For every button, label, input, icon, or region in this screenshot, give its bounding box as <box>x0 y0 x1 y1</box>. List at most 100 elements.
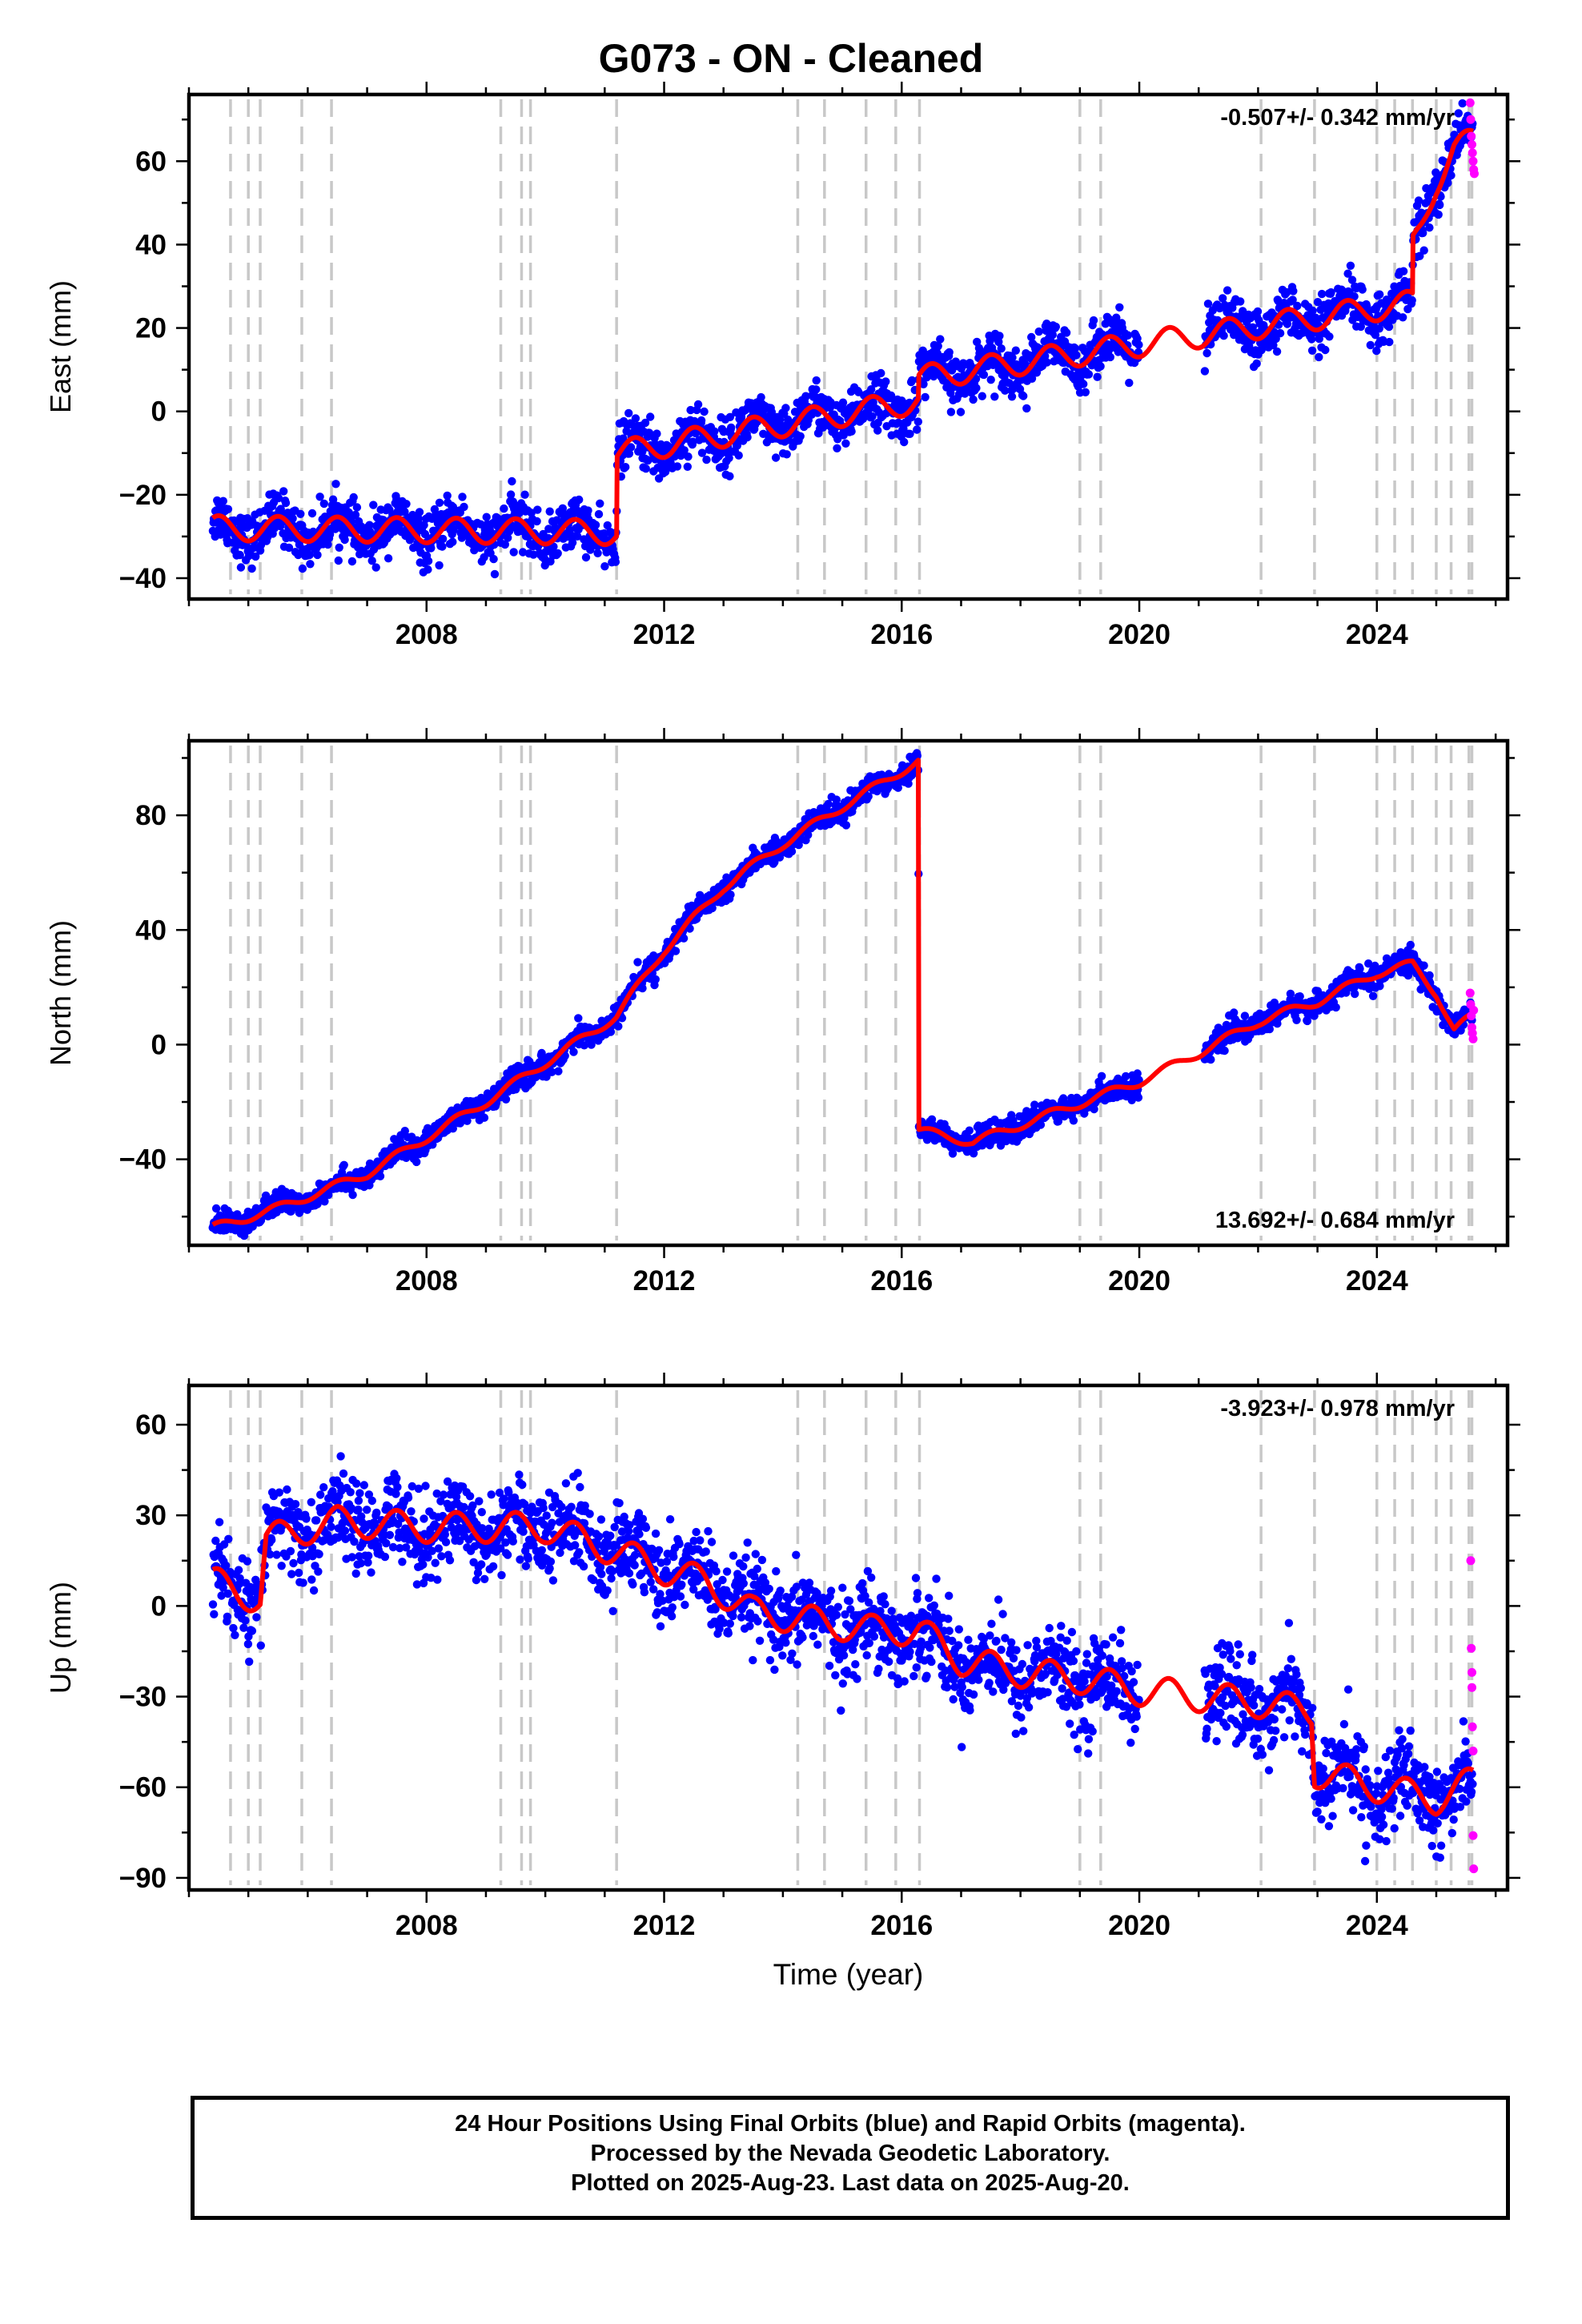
final-orbit-point <box>1051 322 1061 332</box>
final-orbit-point <box>833 444 841 452</box>
x-tick-label: 2020 <box>1108 1265 1170 1297</box>
final-orbit-point <box>956 408 966 416</box>
final-orbit-point <box>1042 358 1051 367</box>
x-tick-label: 2008 <box>396 619 458 650</box>
final-orbit-point <box>1269 340 1278 350</box>
final-orbit-point <box>640 418 650 428</box>
final-orbit-point <box>323 540 332 549</box>
final-orbit-point <box>211 1204 221 1213</box>
final-orbit-point <box>759 429 768 438</box>
final-orbit-point <box>1007 392 1017 401</box>
final-orbit-point <box>1283 320 1292 328</box>
x-tick-label: 2024 <box>1346 619 1408 650</box>
final-orbit-point <box>1325 332 1334 341</box>
final-orbit-point <box>1253 307 1263 316</box>
final-orbit-point <box>315 1550 323 1559</box>
rapid-orbit-point <box>1468 148 1477 158</box>
final-orbit-point <box>283 1485 291 1494</box>
final-orbit-point <box>400 507 409 517</box>
final-orbit-point <box>367 557 376 565</box>
final-orbit-point <box>352 1479 361 1488</box>
final-orbit-point <box>223 1589 232 1598</box>
final-orbit-point <box>1283 287 1291 297</box>
final-orbit-point <box>1240 1011 1250 1020</box>
final-orbit-point <box>1093 372 1102 381</box>
final-orbit-point <box>1321 345 1330 355</box>
final-orbit-point <box>414 514 423 523</box>
final-orbit-point <box>347 1553 356 1562</box>
y-tick-label: −40 <box>119 563 167 594</box>
final-orbit-point <box>332 520 341 529</box>
y-tick-label: 20 <box>135 313 167 344</box>
final-orbit-point <box>286 1546 295 1556</box>
rate-label: 13.692+/- 0.684 mm/yr <box>1215 1208 1455 1233</box>
final-orbit-point <box>1062 328 1071 337</box>
final-orbit-point <box>919 380 928 388</box>
final-orbit-point <box>812 376 821 385</box>
final-orbit-point <box>438 534 448 544</box>
final-orbit-point <box>978 392 987 400</box>
final-orbit-point <box>626 443 636 452</box>
final-orbit-point <box>302 1514 311 1523</box>
final-orbit-point <box>644 456 652 465</box>
final-orbit-point <box>1048 330 1058 340</box>
final-orbit-point <box>624 408 633 418</box>
final-orbit-point <box>364 1551 373 1560</box>
final-orbit-point <box>1419 961 1428 970</box>
final-orbit-point <box>1375 290 1384 299</box>
final-orbit-point <box>319 499 328 509</box>
final-orbit-point <box>702 455 711 464</box>
final-orbit-point <box>946 408 956 416</box>
final-orbit-point <box>841 821 851 830</box>
y-tick-label: 0 <box>151 396 167 428</box>
final-orbit-point <box>1112 313 1121 322</box>
final-orbit-point <box>267 1535 276 1545</box>
final-orbit-point <box>638 983 647 993</box>
final-orbit-point <box>223 505 233 513</box>
final-orbit-point <box>877 368 885 378</box>
final-orbit-point <box>558 504 567 513</box>
final-orbit-point <box>518 548 528 557</box>
final-orbit-point <box>235 550 244 560</box>
final-orbit-point <box>767 408 777 416</box>
final-orbit-point <box>369 501 378 509</box>
final-orbit-point <box>348 1190 357 1200</box>
final-orbit-point <box>1347 275 1357 284</box>
y-tick-label: −40 <box>119 1144 167 1176</box>
y-tick-label: 40 <box>135 229 167 260</box>
x-tick-label: 2016 <box>870 1265 933 1297</box>
final-orbit-point <box>349 493 358 502</box>
final-orbit-point <box>545 507 554 516</box>
final-orbit-point <box>997 344 1006 353</box>
final-orbit-point <box>500 540 509 549</box>
final-orbit-point <box>1030 1100 1039 1109</box>
final-orbit-point <box>1089 316 1098 325</box>
final-orbit-point <box>210 1610 219 1618</box>
final-orbit-point <box>508 476 516 486</box>
final-orbit-point <box>886 391 896 400</box>
final-orbit-point <box>438 542 447 551</box>
final-orbit-point <box>565 525 574 534</box>
final-orbit-point <box>972 384 981 392</box>
final-orbit-point <box>1368 991 1378 1001</box>
y-axis-label: East (mm) <box>44 280 77 413</box>
final-orbit-point <box>482 513 491 521</box>
final-orbit-point <box>867 385 876 394</box>
final-orbit-point <box>1125 378 1134 388</box>
final-orbit-point <box>448 537 457 546</box>
y-axis-label: North (mm) <box>44 920 77 1066</box>
final-orbit-point <box>908 376 917 385</box>
final-orbit-point <box>1019 392 1028 400</box>
final-orbit-point <box>224 1534 233 1544</box>
final-orbit-point <box>351 510 360 520</box>
final-orbit-point <box>554 1067 563 1076</box>
final-orbit-point <box>913 417 923 426</box>
final-orbit-point <box>307 1575 316 1584</box>
final-orbit-point <box>757 392 765 402</box>
final-orbit-point <box>624 449 634 458</box>
final-orbit-point <box>306 560 315 569</box>
final-orbit-point <box>279 487 288 496</box>
final-orbit-point <box>424 565 432 574</box>
